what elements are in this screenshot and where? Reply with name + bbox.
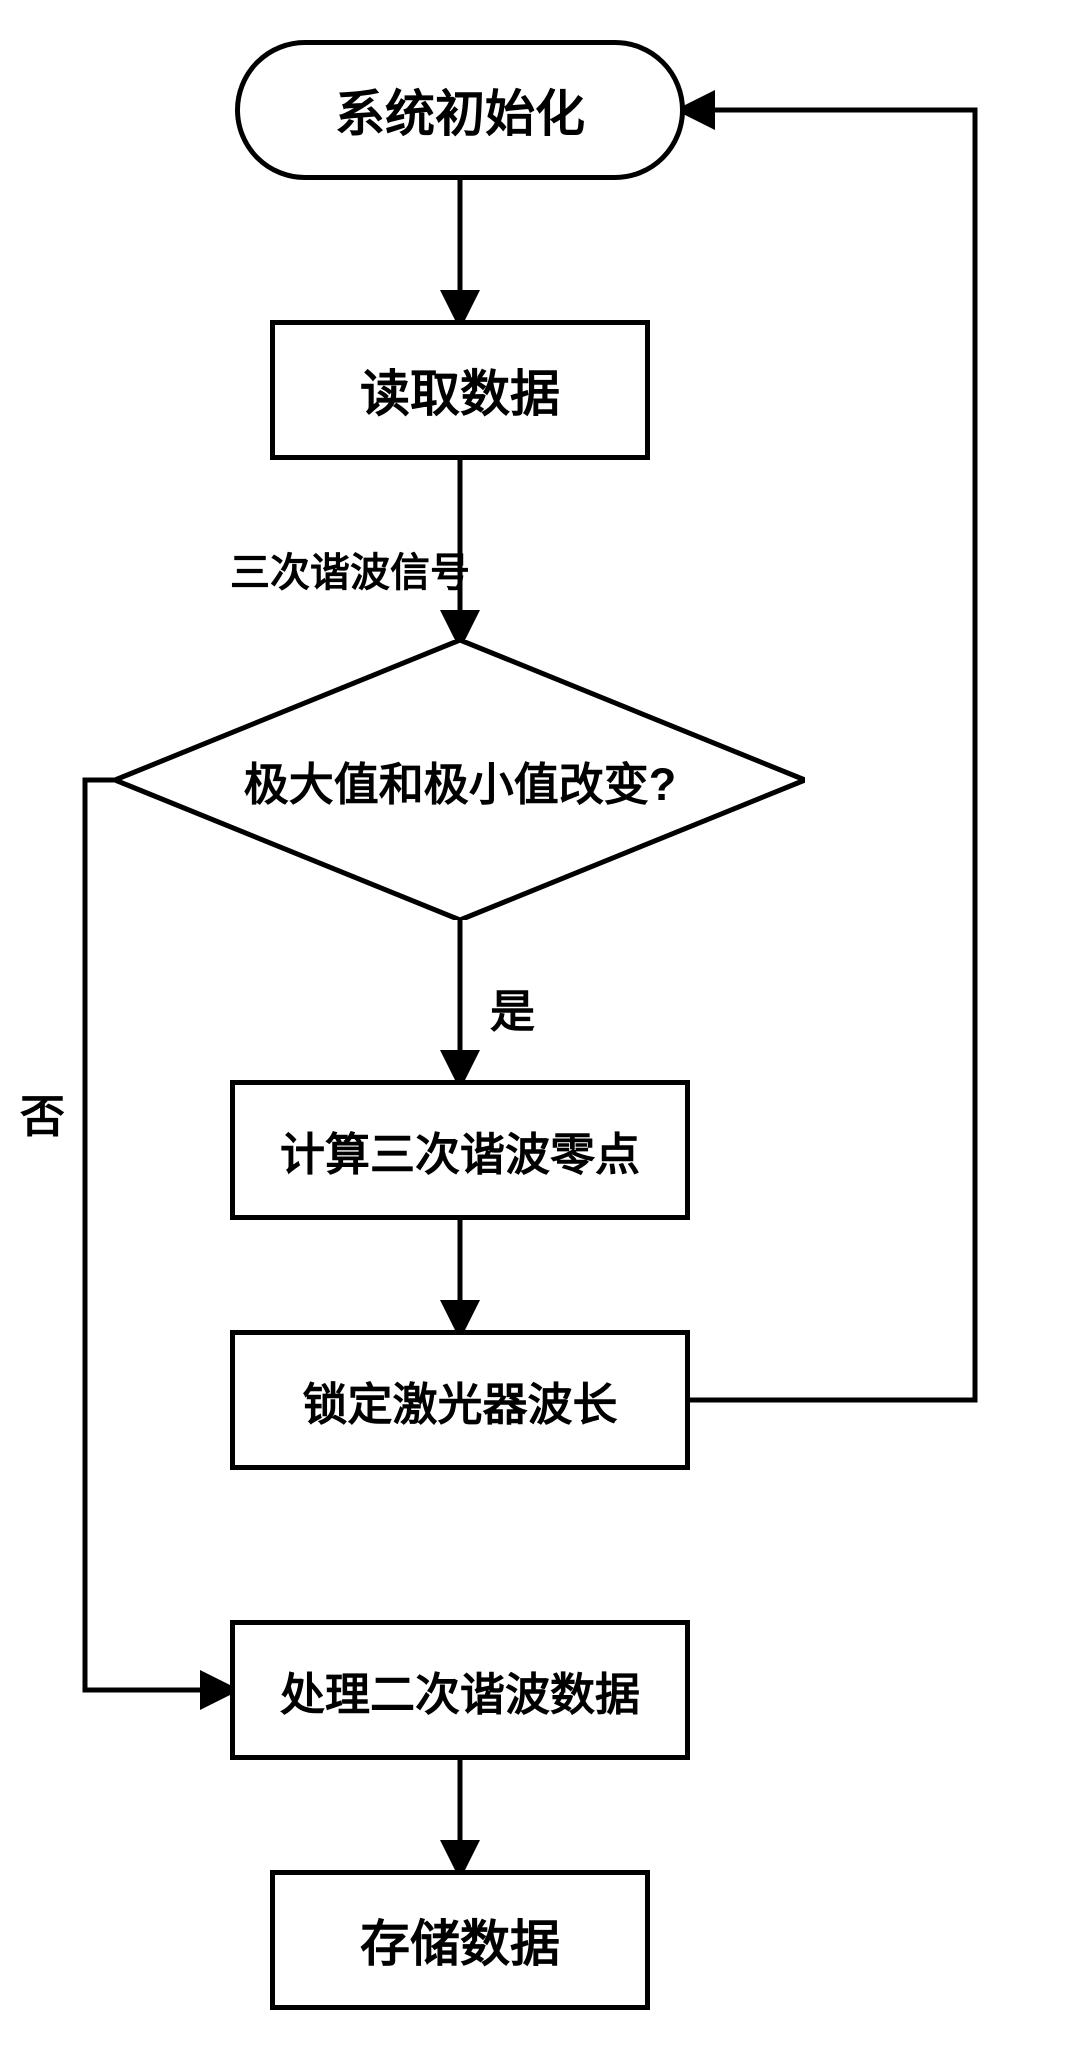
process2nd-label: 处理二次谐波数据 — [280, 1658, 640, 1723]
edge-label-decision-calc: 是 — [490, 975, 535, 1040]
edge-label-read-decision: 三次谐波信号 — [230, 540, 470, 598]
lock-label: 锁定激光器波长 — [302, 1368, 617, 1433]
edge-label-decision-process2nd: 否 — [20, 1080, 65, 1145]
process-calc-zero: 计算三次谐波零点 — [230, 1080, 690, 1220]
calc-label: 计算三次谐波零点 — [280, 1118, 640, 1183]
process-store-data: 存储数据 — [270, 1870, 650, 2010]
terminator-start: 系统初始化 — [235, 40, 685, 180]
decision-label: 极大值和极小值改变? — [244, 748, 677, 813]
process-lock-wavelength: 锁定激光器波长 — [230, 1330, 690, 1470]
start-label: 系统初始化 — [335, 74, 585, 146]
nodes-layer: 系统初始化 读取数据 极大值和极小值改变? 计算三次谐波零点 锁定激光器波长 处… — [0, 0, 1085, 2046]
process-second-harmonic: 处理二次谐波数据 — [230, 1620, 690, 1760]
store-label: 存储数据 — [360, 1904, 560, 1976]
read-label: 读取数据 — [360, 354, 560, 426]
process-read-data: 读取数据 — [270, 320, 650, 460]
decision-max-min-changed: 极大值和极小值改变? — [115, 640, 805, 920]
